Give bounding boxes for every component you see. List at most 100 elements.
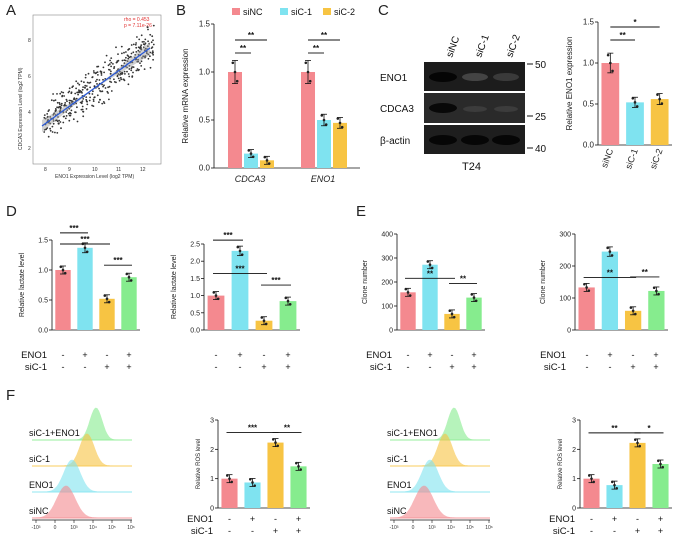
f2-replicate-point	[634, 438, 637, 441]
scatter-point	[47, 135, 50, 138]
f2-replicate-point	[592, 480, 595, 484]
scatter-point	[132, 71, 134, 74]
scatter-point	[126, 66, 128, 69]
scatter-point	[113, 81, 116, 83]
e2-y-tick-label: 300	[559, 232, 571, 239]
scatter-point	[121, 52, 123, 55]
f2-flow-tick-label: -10³	[390, 525, 399, 531]
f2-sic1-sign: -	[613, 526, 616, 536]
c-replicate-point	[633, 101, 637, 104]
scatter-point	[82, 115, 85, 118]
scatter-point	[147, 53, 150, 56]
scatter-point	[75, 102, 77, 105]
scatter-point	[84, 84, 87, 87]
scatter-point	[56, 120, 59, 123]
scatter-point	[88, 92, 91, 95]
f2-eno1-sign: +	[658, 514, 663, 524]
scatter-point	[139, 62, 141, 64]
e1-replicate-point	[430, 266, 434, 270]
lane-label-sic1: siC-1	[473, 33, 491, 59]
d2-sic1-sign: -	[239, 362, 242, 372]
scatter-point	[131, 76, 134, 78]
d1-sic1-sign: -	[84, 362, 87, 372]
scatter-point	[50, 99, 53, 102]
scatter-point	[127, 57, 130, 60]
d1-replicate-point	[127, 275, 131, 279]
d1-y-tick-label: 1.5	[38, 238, 48, 245]
scatter-point	[102, 78, 104, 81]
scatter-point	[52, 93, 54, 95]
scatter-point	[152, 58, 155, 61]
scatter-point	[46, 113, 49, 115]
panel-label-d: D	[6, 203, 17, 220]
scatter-point	[144, 47, 147, 50]
f1-flow-tick-label: 10⁶	[127, 525, 135, 531]
e1-bar	[444, 313, 460, 330]
band-eno1-1	[429, 72, 457, 82]
scatter-point	[98, 101, 100, 104]
scatter-point	[74, 111, 77, 114]
scatter-point	[76, 91, 78, 94]
e2-row-label-sic1: siC-1	[544, 362, 566, 373]
b-legend-swatch	[323, 8, 331, 15]
c-bar	[650, 99, 669, 145]
scatter-point	[122, 78, 125, 81]
e2-sic1-sign: +	[653, 362, 658, 372]
d1-replicate-point	[129, 279, 133, 282]
scatter-point	[80, 108, 83, 111]
y-tick-a-3: 8	[28, 38, 31, 44]
d2-replicate-point	[216, 297, 220, 301]
c-bar	[601, 63, 620, 145]
e2-row-label-eno1: ENO1	[540, 350, 566, 361]
scatter-point	[130, 67, 133, 70]
f2-sic1-sign: +	[635, 526, 640, 536]
d1-sic1-sign: +	[126, 362, 131, 372]
scatter-point	[143, 40, 145, 43]
scatter-point	[86, 103, 89, 106]
f1-flow-label: ENO1	[29, 480, 54, 490]
d1-eno1-sign: +	[126, 350, 131, 360]
scatter-point	[79, 90, 82, 92]
scatter-point	[151, 35, 154, 38]
d2-y-tick-label: 2.5	[190, 242, 200, 249]
scatter-point	[67, 112, 70, 115]
f1-flow-tick-label: -10³	[32, 525, 41, 531]
panel-label-b: B	[176, 2, 186, 19]
d2-y-tick-label: 1.5	[190, 276, 200, 283]
scatter-point	[135, 51, 138, 53]
scatter-point	[130, 52, 133, 55]
scatter-point	[103, 102, 106, 104]
d1-bar	[77, 247, 93, 330]
e2-replicate-point	[631, 309, 635, 313]
d1-y-tick-label: 0.0	[38, 328, 48, 335]
c-replicate-point	[611, 69, 614, 73]
scatter-point	[96, 83, 98, 85]
scatter-point	[85, 98, 88, 101]
scatter-point	[147, 57, 150, 60]
scatter-point	[142, 46, 145, 49]
f1-flow-label: siC-1	[29, 454, 50, 464]
e1-replicate-point	[450, 312, 454, 316]
blot-label-cdca3: CDCA3	[380, 104, 414, 115]
f2-sig-stars: **	[611, 424, 618, 433]
e2-y-tick-label: 200	[559, 264, 571, 271]
marker-50: 50	[535, 60, 547, 71]
f1-sic1-sign: +	[296, 526, 301, 536]
f1-sic1-sign: -	[251, 526, 254, 536]
f1-eno1-sign: +	[296, 514, 301, 524]
f1-sic1-sign: -	[228, 526, 231, 536]
scatter-point	[138, 38, 141, 41]
bar-chart-b: 0.0 0.5 1.0 1.5 Relative mRNA expression CDCA…	[181, 7, 360, 184]
d1-bar	[121, 277, 137, 330]
e1-y-label: Clone number	[362, 259, 369, 304]
b-y-tick-label: 1.5	[199, 20, 211, 29]
scatter-point	[107, 64, 110, 67]
scatter-point	[93, 71, 95, 74]
f2-flow-label: siC-1+ENO1	[387, 428, 438, 438]
d1-replicate-point	[107, 300, 111, 304]
scatter-point	[75, 80, 78, 83]
d1-replicate-point	[61, 268, 65, 272]
blot-label-eno1: ENO1	[380, 73, 408, 84]
f2-y-tick-label: 3	[572, 418, 576, 425]
